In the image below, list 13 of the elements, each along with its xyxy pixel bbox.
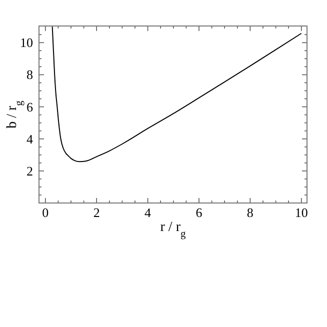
line-series: [52, 26, 302, 162]
x-tick-label: 2: [93, 205, 100, 220]
y-tick-label: 8: [26, 67, 33, 82]
y-tick-label: 10: [20, 35, 33, 50]
x-tick-label: 10: [294, 205, 308, 220]
x-tick-label: 8: [246, 205, 254, 220]
y-tick-label: 2: [26, 163, 33, 178]
y-tick-label: 6: [26, 99, 34, 114]
x-axis-title: r / r$_{g}$: [160, 220, 186, 240]
x-tick-label: 6: [196, 205, 203, 220]
y-tick-label: 4: [26, 131, 34, 146]
x-tick-label: 4: [144, 205, 152, 220]
x-tick-label: 0: [42, 205, 49, 220]
